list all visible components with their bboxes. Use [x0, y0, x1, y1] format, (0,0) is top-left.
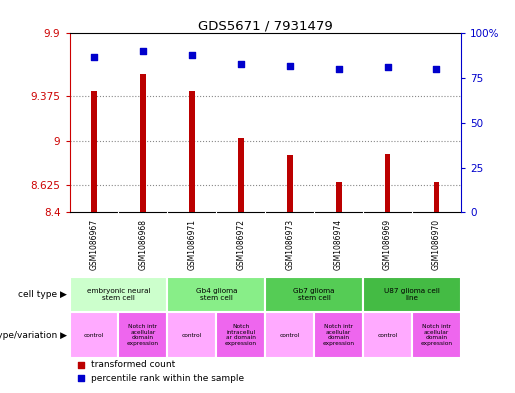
Bar [167, 277, 265, 312]
Text: GSM1086973: GSM1086973 [285, 219, 294, 270]
Bar [265, 312, 314, 358]
Text: GSM1086974: GSM1086974 [334, 219, 343, 270]
Bar [118, 312, 167, 358]
Bar [238, 138, 244, 212]
Point [285, 62, 294, 69]
Bar [287, 155, 293, 212]
Text: genotype/variation ▶: genotype/variation ▶ [0, 331, 67, 340]
Text: GSM1086972: GSM1086972 [236, 219, 245, 270]
Text: Notch
intracellul
ar domain
expression: Notch intracellul ar domain expression [225, 324, 257, 346]
Text: control: control [280, 332, 300, 338]
Point [335, 66, 343, 72]
Bar [189, 91, 195, 212]
Bar [412, 312, 461, 358]
Point [77, 375, 85, 381]
Text: GSM1086970: GSM1086970 [432, 219, 441, 270]
Bar [70, 277, 167, 312]
Bar [363, 312, 412, 358]
Text: transformed count: transformed count [91, 360, 175, 369]
Bar [70, 312, 118, 358]
Bar [336, 182, 341, 212]
Bar [140, 74, 146, 212]
Bar [314, 312, 363, 358]
Text: Notch intr
acellular
domain
expression: Notch intr acellular domain expression [420, 324, 453, 346]
Point [90, 53, 98, 60]
Text: U87 glioma cell
line: U87 glioma cell line [384, 288, 440, 301]
Bar [167, 312, 216, 358]
Text: embryonic neural
stem cell: embryonic neural stem cell [87, 288, 150, 301]
Text: Gb4 glioma
stem cell: Gb4 glioma stem cell [196, 288, 237, 301]
Text: GSM1086971: GSM1086971 [187, 219, 196, 270]
Point [187, 52, 196, 58]
Text: GSM1086969: GSM1086969 [383, 219, 392, 270]
Point [383, 64, 391, 70]
Text: cell type ▶: cell type ▶ [18, 290, 67, 299]
Text: control: control [377, 332, 398, 338]
Bar [216, 312, 265, 358]
Text: GSM1086967: GSM1086967 [90, 219, 98, 270]
Text: Notch intr
acellular
domain
expression: Notch intr acellular domain expression [322, 324, 355, 346]
Text: control: control [84, 332, 104, 338]
Title: GDS5671 / 7931479: GDS5671 / 7931479 [198, 19, 333, 32]
Bar [385, 154, 390, 212]
Bar [91, 91, 97, 212]
Point [432, 66, 440, 72]
Bar [434, 182, 439, 212]
Bar [363, 277, 461, 312]
Text: Notch intr
acellular
domain
expression: Notch intr acellular domain expression [127, 324, 159, 346]
Point [77, 362, 85, 368]
Point [139, 48, 147, 54]
Point [236, 61, 245, 67]
Text: control: control [182, 332, 202, 338]
Bar [265, 277, 363, 312]
Text: percentile rank within the sample: percentile rank within the sample [91, 374, 244, 383]
Text: GSM1086968: GSM1086968 [139, 219, 147, 270]
Text: Gb7 glioma
stem cell: Gb7 glioma stem cell [294, 288, 335, 301]
